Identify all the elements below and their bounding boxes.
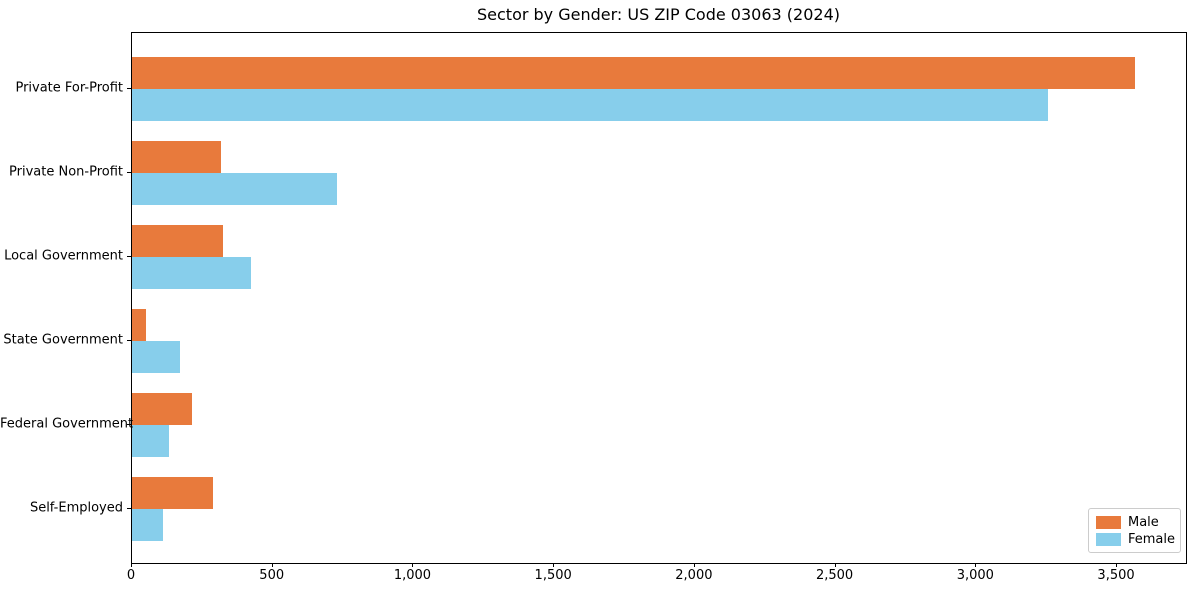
ytick-label-state-government: State Government [3,332,123,348]
bar-female-private-for-profit [132,89,1049,121]
xtick-label-1000: 1,000 [393,568,432,583]
chart-title: Sector by Gender: US ZIP Code 03063 (202… [477,5,840,24]
ytick-mark-self-employed [127,508,131,509]
xtick-label-1500: 1,500 [534,568,572,583]
bar-female-state-government [132,341,180,373]
ytick-label-self-employed: Self-Employed [29,500,123,516]
xtick-mark-1500 [553,563,555,567]
ytick-label-local-government: Local Government [4,248,123,264]
ytick-label-private-for-profit: Private For-Profit [15,80,123,96]
bar-female-local-government [132,257,251,289]
xtick-mark-0 [131,563,132,567]
bar-female-self-employed [132,509,164,541]
xtick-label-2000: 2,000 [675,568,713,583]
ytick-mark-local-government [127,256,131,257]
xtick-label-2500: 2,500 [815,568,854,583]
xtick-mark-3500 [1116,563,1118,567]
ytick-mark-private-for-profit [127,88,131,89]
bar-male-self-employed [132,477,214,509]
xtick-mark-1000 [412,563,414,567]
ytick-mark-state-government [127,340,131,341]
legend-swatch-female-icon [1096,532,1121,546]
xtick-mark-2500 [834,563,836,567]
bar-male-state-government [132,309,146,341]
ytick-mark-federal-government [127,424,131,425]
xtick-mark-2000 [693,563,695,567]
xtick-label-500: 500 [259,568,285,583]
plot-area [131,32,1187,564]
legend-label-male: Male [1128,514,1159,530]
xtick-label-3500: 3,500 [1097,568,1135,583]
legend-item-male: Male [1096,514,1173,530]
legend: Male Female [1088,508,1181,553]
ytick-mark-private-non-profit [127,172,131,173]
legend-item-female: Female [1096,531,1176,547]
xtick-mark-3000 [975,563,977,567]
bar-male-private-for-profit [132,57,1136,89]
bar-female-private-non-profit [132,173,337,205]
bar-male-local-government [132,225,224,257]
legend-label-female: Female [1128,531,1176,547]
bar-female-federal-government [132,425,169,457]
bar-male-federal-government [132,393,193,425]
bar-male-private-non-profit [132,141,222,173]
ytick-label-federal-government: Federal Government [0,416,134,432]
xtick-label-0: 0 [126,568,136,583]
legend-swatch-male-icon [1096,515,1121,529]
ytick-label-private-non-profit: Private Non-Profit [9,164,123,180]
xtick-mark-500 [271,563,273,567]
xtick-label-3000: 3,000 [956,568,994,583]
